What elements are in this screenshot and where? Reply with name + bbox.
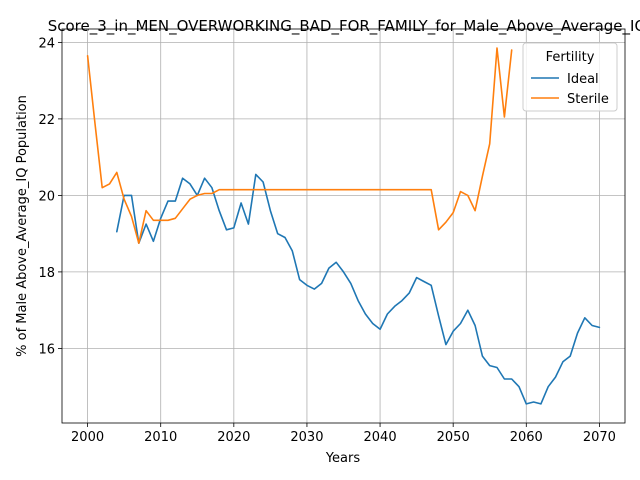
x-tick-label: 2040 bbox=[364, 430, 397, 445]
legend-box bbox=[522, 42, 618, 112]
plot-frame bbox=[61, 28, 626, 424]
x-axis-ticks: 2000 2010 2020 2030 2040 2050 2060 2070 bbox=[71, 423, 616, 445]
x-axis-label: Years bbox=[325, 451, 361, 466]
y-axis-ticks: 16 18 20 22 24 bbox=[38, 36, 62, 357]
x-tick-label: 2020 bbox=[217, 430, 250, 445]
x-tick-label: 2000 bbox=[71, 430, 104, 445]
series-group bbox=[86, 47, 601, 405]
x-tick-label: 2060 bbox=[510, 430, 543, 445]
x-tick-label: 2070 bbox=[583, 430, 616, 445]
series-line-sterile bbox=[86, 47, 513, 244]
y-tick-label: 18 bbox=[38, 266, 55, 281]
x-tick-label: 2050 bbox=[437, 430, 470, 445]
x-tick-label: 2010 bbox=[144, 430, 177, 445]
legend-label-ideal: Ideal bbox=[567, 72, 599, 87]
y-axis-label: % of Male Above_Average_IQ Population bbox=[15, 95, 30, 357]
legend-label-sterile: Sterile bbox=[567, 92, 609, 107]
x-tick-label: 2030 bbox=[290, 430, 323, 445]
y-tick-label: 22 bbox=[38, 113, 55, 128]
legend: Fertility Ideal Sterile bbox=[522, 42, 618, 112]
y-tick-label: 20 bbox=[38, 189, 55, 204]
y-tick-label: 16 bbox=[38, 342, 55, 357]
y-tick-label: 24 bbox=[38, 36, 55, 51]
chart-title: Score_3_in_MEN_OVERWORKING_BAD_FOR_FAMIL… bbox=[48, 17, 640, 36]
legend-title: Fertility bbox=[546, 50, 595, 65]
